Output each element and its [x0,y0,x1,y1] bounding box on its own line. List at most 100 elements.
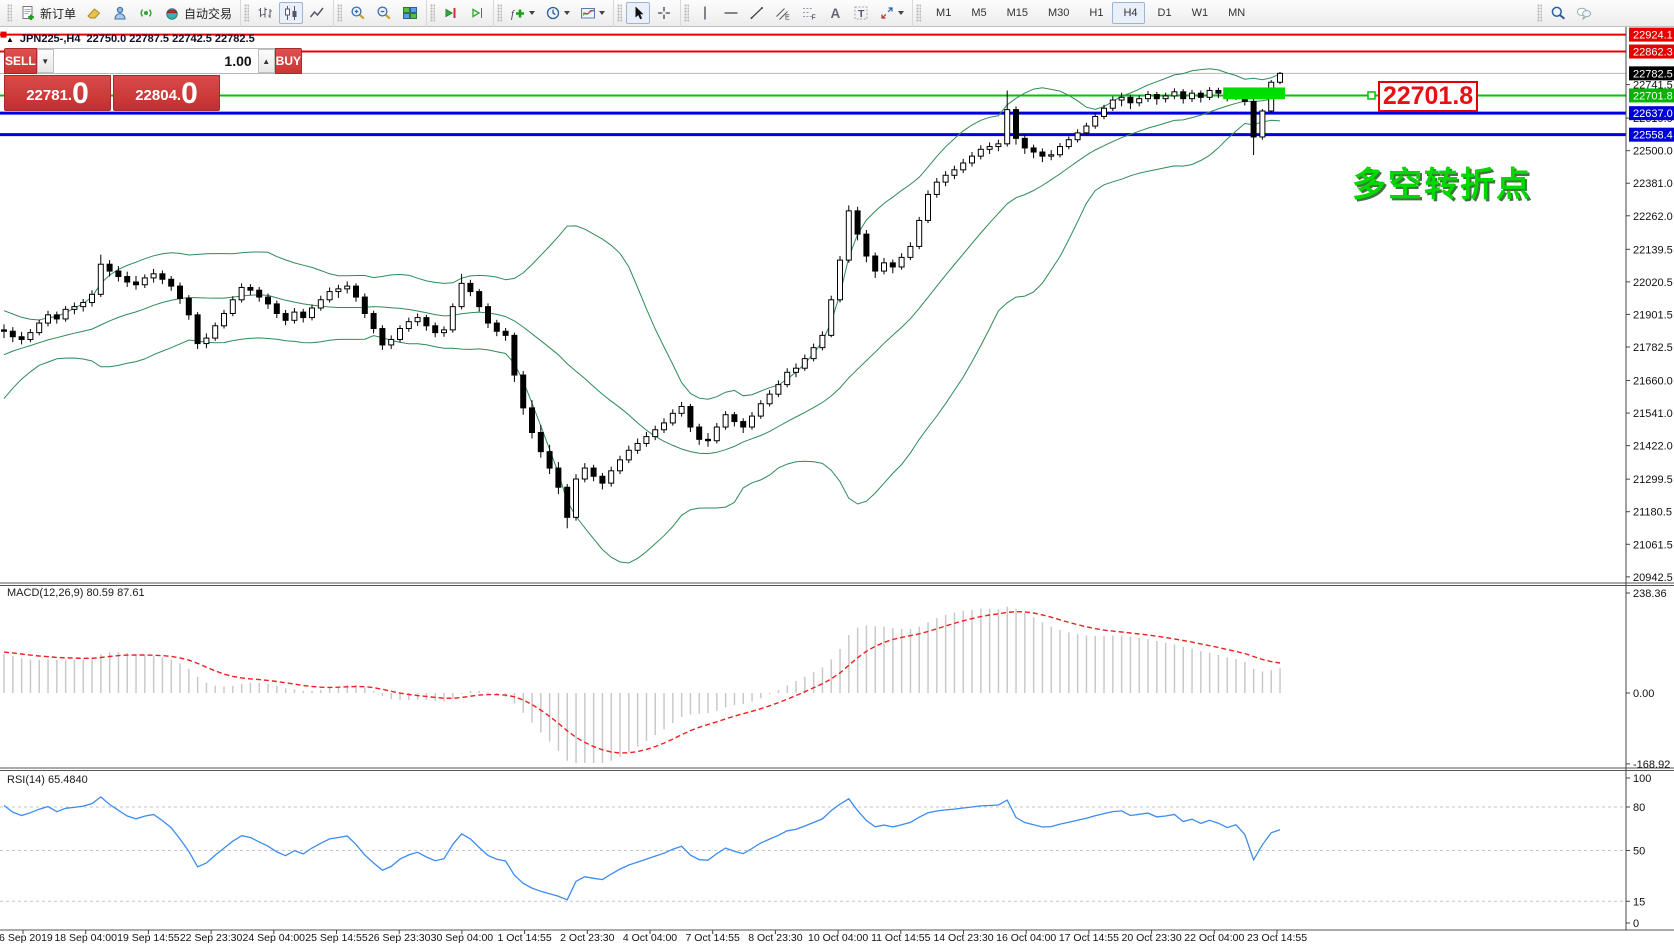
timeframe-group: M1 M5 M15 M30 H1 H4 D1 W1 MN [912,0,1256,27]
chevron-down-icon[interactable] [599,11,606,15]
candlestick [757,403,764,417]
candlestick [414,317,421,323]
arrows-button[interactable] [875,2,908,24]
sell-price-display[interactable]: 22781. 0 [4,75,111,111]
tf-m30[interactable]: M30 [1037,2,1076,24]
new-order-button[interactable]: 新订单 [16,2,80,24]
buy-price-main: 22804 [135,87,177,104]
volume-decrease-button[interactable]: ▼ [36,49,54,73]
candlestick [1259,110,1266,138]
tf-m1[interactable]: M1 [925,2,958,24]
candlestick [1074,132,1081,141]
autotrading-button[interactable]: 自动交易 [160,2,236,24]
templates-button[interactable] [576,2,609,24]
horizontal-line-button[interactable] [719,2,743,24]
candlestick [97,263,104,295]
macd-histogram-bar [716,693,718,711]
candlestick [265,296,271,305]
periods-button[interactable] [541,2,574,24]
fibonacci-button[interactable]: F [797,2,821,24]
tf-mn[interactable]: MN [1217,2,1252,24]
price-line-badge-label: 22637.0 [1633,108,1673,120]
toolbar-grip[interactable] [497,4,503,22]
macd-histogram-bar [293,689,296,693]
hline-icon [724,12,738,14]
signal-button[interactable] [134,2,158,24]
toolbar-group [240,0,333,27]
candlestick [212,325,219,339]
toolbar-grip[interactable] [244,4,250,22]
candlestick [45,314,51,324]
volume-increase-button[interactable]: ▲ [257,49,275,73]
candlestick [705,438,711,442]
buy-button[interactable]: BUY [274,48,303,74]
eraser-button[interactable] [82,2,106,24]
zoom-out-button[interactable] [372,2,396,24]
tf-w1[interactable]: W1 [1181,2,1216,24]
toolbar-grip[interactable] [7,4,12,22]
macd-histogram-bar [1261,671,1264,693]
macd-histogram-bar [566,693,568,761]
toolbar-grip[interactable] [1537,4,1542,22]
vertical-line-button[interactable] [693,2,717,24]
toolbar-grip[interactable] [430,4,436,22]
window-expand-icon[interactable]: ▲ [6,34,14,44]
candlestick [784,371,791,386]
cursor-button[interactable] [626,2,651,24]
candlestick-chart-button[interactable] [279,2,304,24]
tf-h1[interactable]: H1 [1078,2,1110,24]
tf-m5[interactable]: M5 [960,2,993,24]
profile-button[interactable] [108,2,132,24]
toolbar-grip[interactable] [916,4,922,22]
bar-chart-button[interactable] [253,2,277,24]
macd-histogram-bar [733,693,736,706]
tf-h4[interactable]: H4 [1112,2,1145,24]
toolbar-grip[interactable] [617,4,623,22]
text-button[interactable]: A [823,2,847,24]
macd-histogram-bar [751,693,753,702]
highlight-rectangle[interactable] [1223,87,1285,100]
crosshair-button[interactable] [652,2,676,24]
indicators-button[interactable]: f [506,2,539,24]
cursor-icon [635,6,644,20]
chat-button[interactable] [1572,2,1596,24]
channel-button[interactable]: E [771,2,795,24]
search-button[interactable] [1546,2,1570,24]
line-anchor[interactable] [0,31,7,38]
chevron-down-icon[interactable] [564,11,571,15]
time-axis-label: 8 Oct 23:30 [748,932,802,944]
auto-scroll-button[interactable] [439,2,463,24]
svg-text:E: E [785,15,790,22]
tf-m15[interactable]: M15 [996,2,1035,24]
chart-shift-button[interactable] [465,2,489,24]
toolbar-grip[interactable] [684,4,690,22]
chart-ohlc-values: 22750.0 22787.5 22742.5 22782.5 [86,33,255,45]
sell-button[interactable]: SELL [4,48,37,74]
toolbar-grip[interactable] [337,4,343,22]
macd-histogram-bar [1050,626,1052,693]
candlestick [405,321,412,330]
candlestick [1092,115,1099,127]
time-axis-label: 22 Oct 04:00 [1184,932,1244,944]
macd-histogram-bar [1094,635,1096,693]
chevron-down-icon[interactable] [898,11,905,15]
price-chart[interactable]: 22741.522619.022500.022381.022262.022139… [0,27,1674,950]
chevron-down-icon[interactable] [529,11,536,15]
zoom-in-button[interactable] [346,2,370,24]
tf-d1[interactable]: D1 [1147,2,1179,24]
candlestick [608,470,615,484]
line-chart-button[interactable] [305,2,329,24]
candlestick [9,330,16,338]
tile-windows-button[interactable] [398,2,422,24]
search-icon [1551,6,1566,20]
line-anchor[interactable] [1367,91,1376,100]
rsi-tick-label: 80 [1633,802,1645,814]
volume-input[interactable] [53,49,258,73]
price-line-badge [1629,106,1674,121]
text-label-button[interactable]: T [849,2,873,24]
trendline-button[interactable] [745,2,769,24]
macd-histogram-bar [707,693,709,714]
price-annotation-box[interactable]: 22701.8 [1378,81,1478,112]
candlestick [652,429,659,438]
buy-price-display[interactable]: 22804. 0 [113,75,220,111]
